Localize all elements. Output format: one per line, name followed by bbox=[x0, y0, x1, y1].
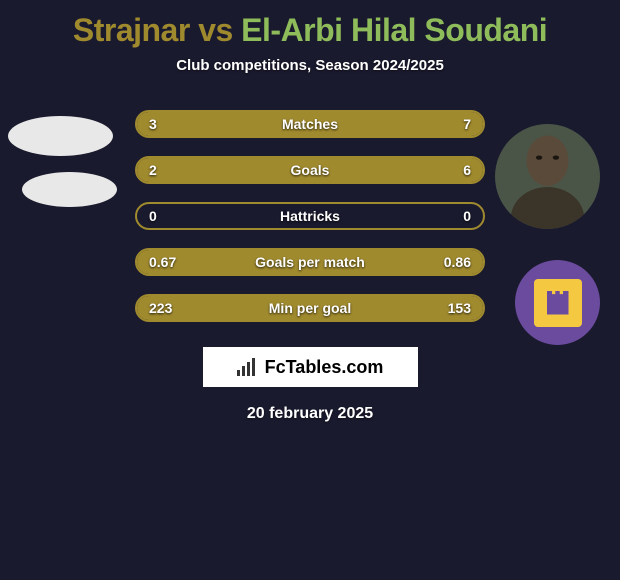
chart-icon bbox=[237, 358, 259, 376]
stat-label: Min per goal bbox=[269, 300, 351, 316]
player2-avatar bbox=[495, 124, 600, 229]
stat-value-right: 6 bbox=[463, 162, 471, 178]
player2-name: El-Arbi Hilal Soudani bbox=[241, 12, 547, 48]
comparison-chart: 3 Matches 7 2 Goals 6 0 Hattricks 0 0.67 Goals per… bbox=[135, 110, 485, 322]
stat-value-left: 223 bbox=[149, 300, 172, 316]
stat-label: Matches bbox=[282, 116, 338, 132]
watermark: FcTables.com bbox=[203, 347, 418, 387]
stat-value-left: 0.67 bbox=[149, 254, 176, 270]
stat-value-right: 153 bbox=[448, 300, 471, 316]
stat-bar: 2 Goals 6 bbox=[135, 156, 485, 184]
stat-bar: 3 Matches 7 bbox=[135, 110, 485, 138]
bar-fill-right bbox=[224, 158, 484, 182]
player1-avatar bbox=[8, 116, 113, 156]
badge-shield-icon bbox=[534, 279, 582, 327]
stat-bar: 0 Hattricks 0 bbox=[135, 202, 485, 230]
stat-value-right: 7 bbox=[463, 116, 471, 132]
player1-name: Strajnar bbox=[73, 12, 190, 48]
vs-separator: vs bbox=[190, 12, 241, 48]
date-label: 20 february 2025 bbox=[0, 405, 620, 423]
page-title: Strajnar vs El-Arbi Hilal Soudani bbox=[0, 12, 620, 49]
castle-icon bbox=[547, 291, 569, 315]
player2-club-badge bbox=[515, 260, 600, 345]
watermark-text: FcTables.com bbox=[265, 357, 384, 378]
stat-bar: 223 Min per goal 153 bbox=[135, 294, 485, 322]
stat-value-left: 2 bbox=[149, 162, 157, 178]
stat-label: Goals per match bbox=[255, 254, 365, 270]
player1-club-badge bbox=[22, 172, 117, 207]
stat-value-right: 0.86 bbox=[444, 254, 471, 270]
header: Strajnar vs El-Arbi Hilal Soudani Club c… bbox=[0, 0, 620, 80]
subtitle: Club competitions, Season 2024/2025 bbox=[0, 57, 620, 74]
bar-fill-right bbox=[241, 112, 483, 136]
stat-label: Goals bbox=[291, 162, 330, 178]
stat-value-left: 3 bbox=[149, 116, 157, 132]
stat-label: Hattricks bbox=[280, 208, 340, 224]
stat-value-left: 0 bbox=[149, 208, 157, 224]
stat-bar: 0.67 Goals per match 0.86 bbox=[135, 248, 485, 276]
stat-value-right: 0 bbox=[463, 208, 471, 224]
